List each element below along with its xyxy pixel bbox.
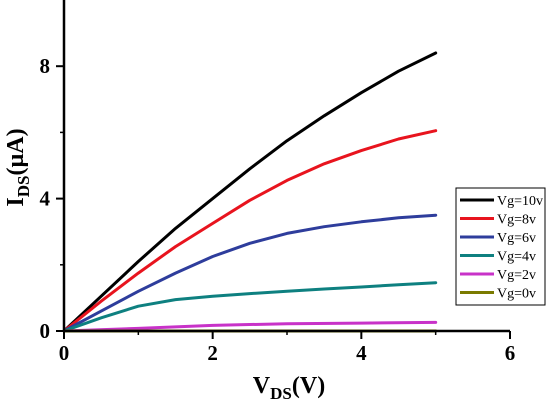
plot-area (62, 51, 438, 333)
series-line-4 (62, 320, 438, 333)
legend-label: Vg=8v (497, 213, 536, 228)
y-axis-title: IDS(µA) (3, 128, 33, 206)
y-tick-label: 0 (40, 319, 51, 343)
legend: Vg=10v Vg=8v Vg=6v Vg=4v Vg=2v Vg=0v (455, 187, 546, 306)
legend-label: Vg=2v (497, 268, 536, 283)
x-tick-label: 2 (207, 341, 218, 365)
axes: 0 2 4 6 0 4 8 (40, 0, 516, 365)
legend-box (455, 187, 546, 306)
x-tick-label: 6 (505, 341, 516, 365)
y-tick-label: 4 (40, 187, 51, 211)
legend-label: Vg=0v (497, 287, 536, 302)
series-line-0 (62, 51, 438, 333)
y-tick-label: 8 (40, 54, 51, 78)
x-tick-label: 0 (59, 341, 70, 365)
legend-label: Vg=4v (497, 250, 536, 265)
series-line-2 (62, 213, 438, 333)
series-line-3 (62, 281, 438, 333)
legend-label: Vg=10v (497, 194, 543, 209)
axis-titles: VDS(V) IDS(µA) (3, 128, 325, 400)
legend-label: Vg=6v (497, 231, 536, 246)
series-line-1 (62, 129, 438, 333)
x-tick-label: 4 (356, 341, 367, 365)
x-axis-title: VDS(V) (253, 373, 325, 400)
